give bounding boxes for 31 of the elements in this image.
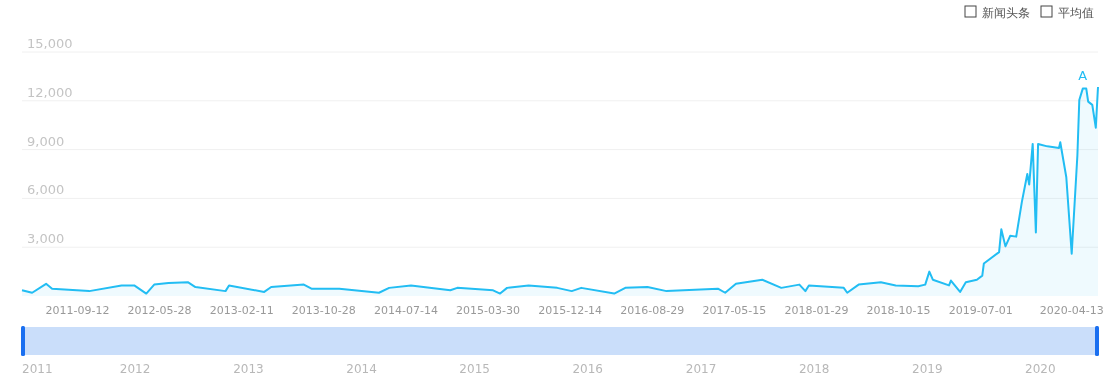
x-tick-label: 2013-10-28 <box>291 304 356 317</box>
x2-tick-label: 2019 <box>912 362 943 376</box>
x-tick-label: 2013-02-11 <box>209 304 274 317</box>
x2-tick-label: 2020 <box>1025 362 1056 376</box>
x2-tick-label: 2016 <box>572 362 603 376</box>
x-tick-label: 2011-09-12 <box>45 304 110 317</box>
x-tick-label: 2019-07-01 <box>948 304 1013 317</box>
annotation: A <box>1078 68 1088 84</box>
x-tick-label: 2018-10-15 <box>866 304 931 317</box>
y-tick-label: 12,000 <box>27 84 73 100</box>
x2-tick-label: 2015 <box>459 362 490 376</box>
y-tick-label: 6,000 <box>27 182 65 198</box>
x2-tick-label: 2013 <box>233 362 264 376</box>
x-tick-label: 2012-05-28 <box>127 304 192 317</box>
x2-tick-label: 2018 <box>798 362 830 376</box>
text: 新闻头条 <box>982 6 1030 20</box>
text: 平均值 <box>1058 6 1094 20</box>
x-tick-label: 2015-03-30 <box>456 304 520 317</box>
x-tick-label: 2017-05-15 <box>702 304 767 317</box>
x2-tick-label: 2011 <box>22 362 53 376</box>
x2-tick-label: 2014 <box>346 362 377 376</box>
x-tick-label: 2018-01-29 <box>784 304 849 317</box>
x-tick-label: 2016-08-29 <box>620 304 685 317</box>
x-tick-label: 2014-07-14 <box>373 304 438 317</box>
x-tick-label: 2015-12-14 <box>538 304 603 317</box>
x2-tick-label: 2012 <box>119 362 151 376</box>
y-tick-label: 15,000 <box>27 36 73 51</box>
x-tick-label: 2020-04-13 <box>1039 304 1104 317</box>
y-tick-label: 9,000 <box>27 133 65 149</box>
x2-tick-label: 2017 <box>685 362 717 376</box>
y-tick-label: 3,000 <box>27 231 65 247</box>
